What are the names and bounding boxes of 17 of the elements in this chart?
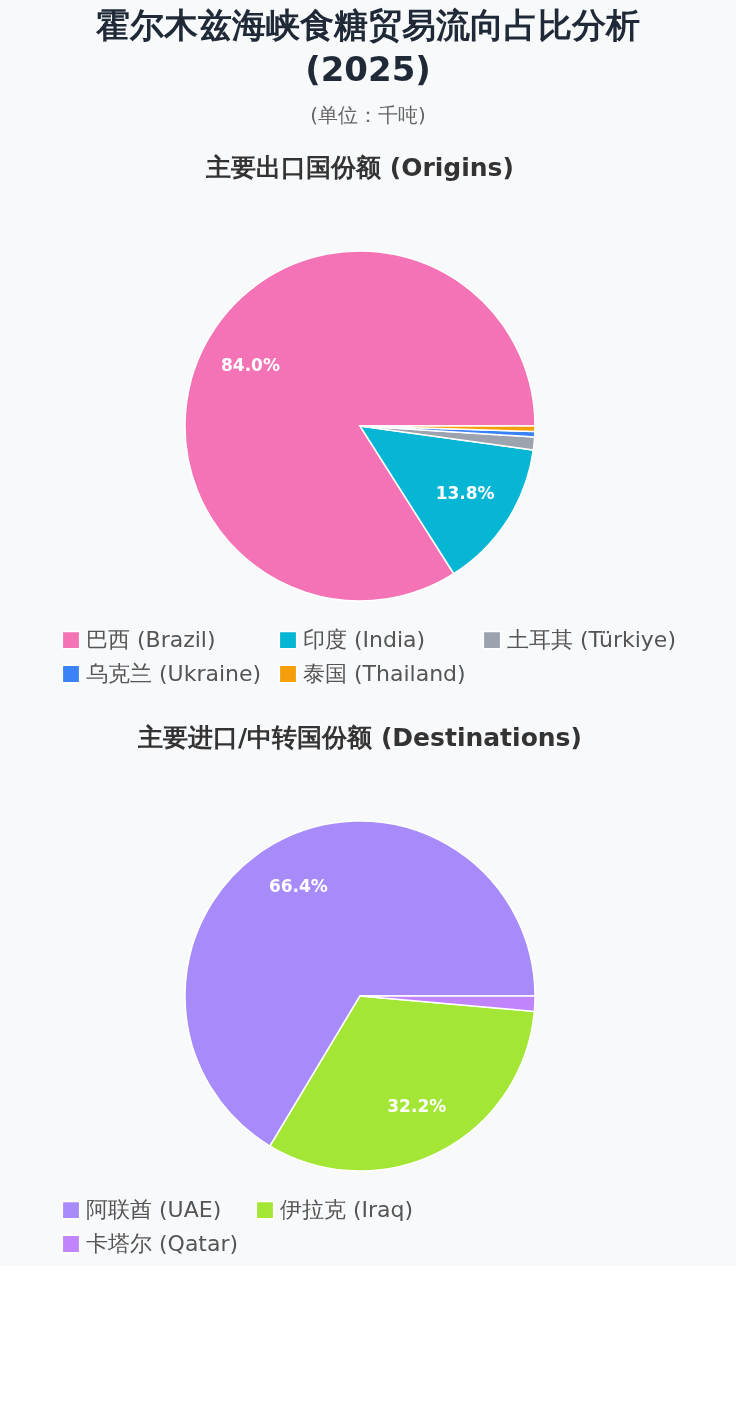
legend-label: 印度 (India) [303, 627, 426, 653]
legend-label: 泰国 (Thailand) [303, 661, 466, 686]
data-label: 13.8% [435, 482, 495, 503]
pie-slice [184, 250, 536, 602]
data-label: 32.2% [387, 1096, 447, 1117]
data-label: 84.0% [220, 354, 280, 375]
data-label: 66.4% [268, 876, 328, 897]
chart-title: 主要出口国份额 (Origins) [205, 153, 514, 182]
chart-title: 主要进口/中转国份额 (Destinations) [137, 723, 582, 752]
legend-label: 乌克兰 (Ukraine) [86, 661, 262, 686]
legend-label: 巴西 (Brazil) [86, 627, 216, 653]
legend-label: 土耳其 (Türkiye) [507, 627, 676, 653]
text: 霍尔木兹海峡食糖贸易流向占比分析 (2025) [95, 5, 640, 89]
legend-label: 伊拉克 (Iraq) [280, 1197, 414, 1223]
text: (单位：千吨) [310, 103, 426, 127]
legend-label: 阿联酋 (UAE) [86, 1197, 222, 1223]
legend-label: 卡塔尔 (Qatar) [86, 1231, 239, 1256]
